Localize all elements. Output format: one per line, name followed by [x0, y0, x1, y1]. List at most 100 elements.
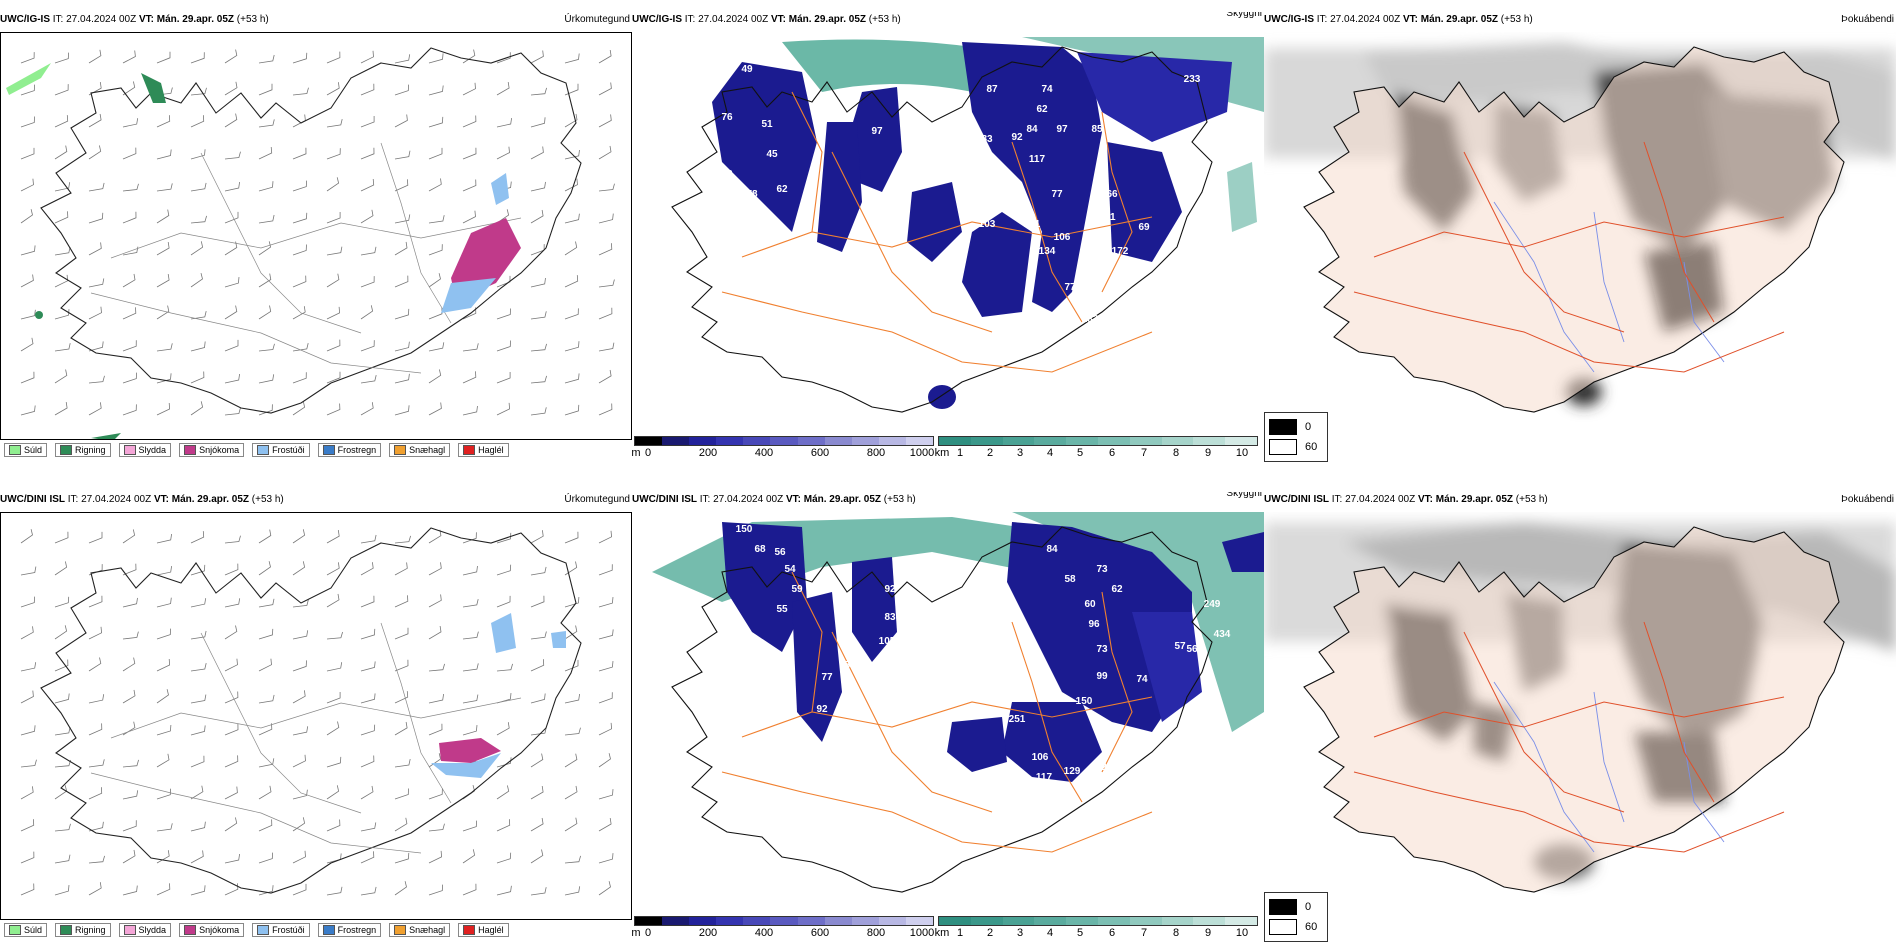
wind-barb [224, 625, 238, 640]
legend-item: Frostúði [252, 443, 310, 457]
wind-barb [258, 819, 273, 832]
scale-cells [634, 916, 934, 926]
wind-barb [598, 722, 613, 736]
wind-barb [428, 147, 443, 160]
wind-barb [190, 401, 204, 416]
legend-label: Rigning [75, 925, 106, 935]
wind-barb [564, 113, 578, 128]
scale-tick: 800 [866, 447, 886, 459]
scale-tick: 2 [986, 447, 994, 459]
legend-label: Frostúði [272, 445, 305, 455]
legend-swatch [184, 925, 197, 935]
wind-barb [122, 657, 136, 672]
wind-barb [156, 883, 171, 896]
wind-barb [564, 753, 578, 768]
wind-barb [326, 339, 341, 352]
wind-barb [496, 852, 512, 864]
visibility-label: 92 [884, 584, 896, 595]
it-prefix: IT: [52, 14, 64, 25]
roads [90, 142, 522, 374]
wind-barb [360, 562, 374, 576]
model-name: UWC/IG-IS [1264, 14, 1314, 25]
wind-barb [88, 694, 105, 704]
wind-barb [190, 755, 205, 768]
wind-barb [122, 50, 136, 64]
visibility-label: 74 [1041, 84, 1053, 95]
lead-time: (+53 h) [236, 14, 269, 25]
wind-barb [122, 563, 137, 576]
legend-label: Frostregn [337, 445, 377, 455]
scale-tick: 2 [986, 927, 994, 939]
scale-tick: 9 [1204, 927, 1212, 939]
wind-barb [496, 564, 512, 576]
legend-swatch [60, 445, 73, 455]
wind-barb [88, 595, 103, 608]
wind-barb [20, 851, 35, 864]
wind-barb [394, 150, 411, 160]
wind-barb [360, 375, 377, 384]
wind-barb [156, 597, 172, 608]
fog-shading [652, 512, 1264, 782]
wind-barb [54, 625, 68, 640]
wind-barb [122, 885, 138, 896]
wind-barb [292, 147, 307, 160]
roads [90, 622, 522, 854]
lead-time: (+53 h) [251, 494, 284, 505]
wind-barb [564, 855, 581, 864]
wind-barb [88, 402, 102, 416]
legend-swatch [123, 445, 136, 455]
wind-barb [20, 529, 33, 544]
wind-barb [428, 244, 443, 256]
model-name: UWC/IG-IS [632, 14, 682, 25]
wind-barb [190, 273, 203, 288]
wind-barb [428, 53, 444, 64]
visibility-label: 58 [1064, 574, 1076, 585]
wind-barb [88, 821, 104, 832]
legend-swatch [322, 445, 335, 455]
visibility-label: 55 [776, 604, 788, 615]
precip-panel-bottom: UWC/DINI ISL IT: 27.04.2024 00Z VT: Mán.… [0, 492, 632, 944]
scale-tick: 9 [1204, 447, 1212, 459]
wind-barb [258, 181, 274, 192]
wind-barb [156, 628, 171, 640]
wind-barb [564, 53, 580, 64]
visibility-label: 92 [721, 169, 733, 180]
legend-label: Frostúði [272, 925, 305, 935]
wind-barb [122, 404, 137, 416]
wind-barb [122, 597, 138, 608]
legend-swatch [257, 445, 270, 455]
cloud-scale: 0 60 [1264, 412, 1328, 462]
wind-barb [598, 114, 612, 128]
wind-barb [258, 723, 273, 736]
vis-scale-m: m 0 200 400 600 800 1000 [632, 436, 934, 459]
wind-barb [564, 404, 580, 416]
wind-barb [258, 785, 272, 800]
wind-barb [88, 723, 103, 736]
wind-barb [156, 788, 171, 800]
wind-barb [292, 789, 308, 800]
visibility-label: 73 [1096, 644, 1108, 655]
wind-barb [190, 241, 204, 256]
lead-time: (+53 h) [883, 494, 916, 505]
visibility-label: 105 [879, 636, 896, 647]
panel-title: Úrkomutegund [564, 14, 630, 25]
wind-barb [598, 243, 613, 256]
roads [721, 91, 1153, 373]
wind-barb [360, 147, 375, 160]
wind-barb [462, 532, 477, 544]
vt-prefix: VT: [138, 14, 154, 25]
wind-barb [530, 181, 546, 192]
wind-barb [394, 562, 408, 576]
wind-barb [224, 211, 239, 224]
cloud-swatch-white [1269, 919, 1297, 935]
wind-barb [54, 854, 71, 864]
roads [1353, 141, 1785, 373]
wind-barb [462, 210, 476, 224]
init-time: 27.04.2024 00Z [1345, 494, 1416, 505]
legend-label: Rigning [75, 445, 106, 455]
precip-map [0, 32, 632, 440]
wind-barb [598, 661, 614, 672]
wind-barb [88, 145, 102, 160]
wind-barb [20, 690, 34, 704]
